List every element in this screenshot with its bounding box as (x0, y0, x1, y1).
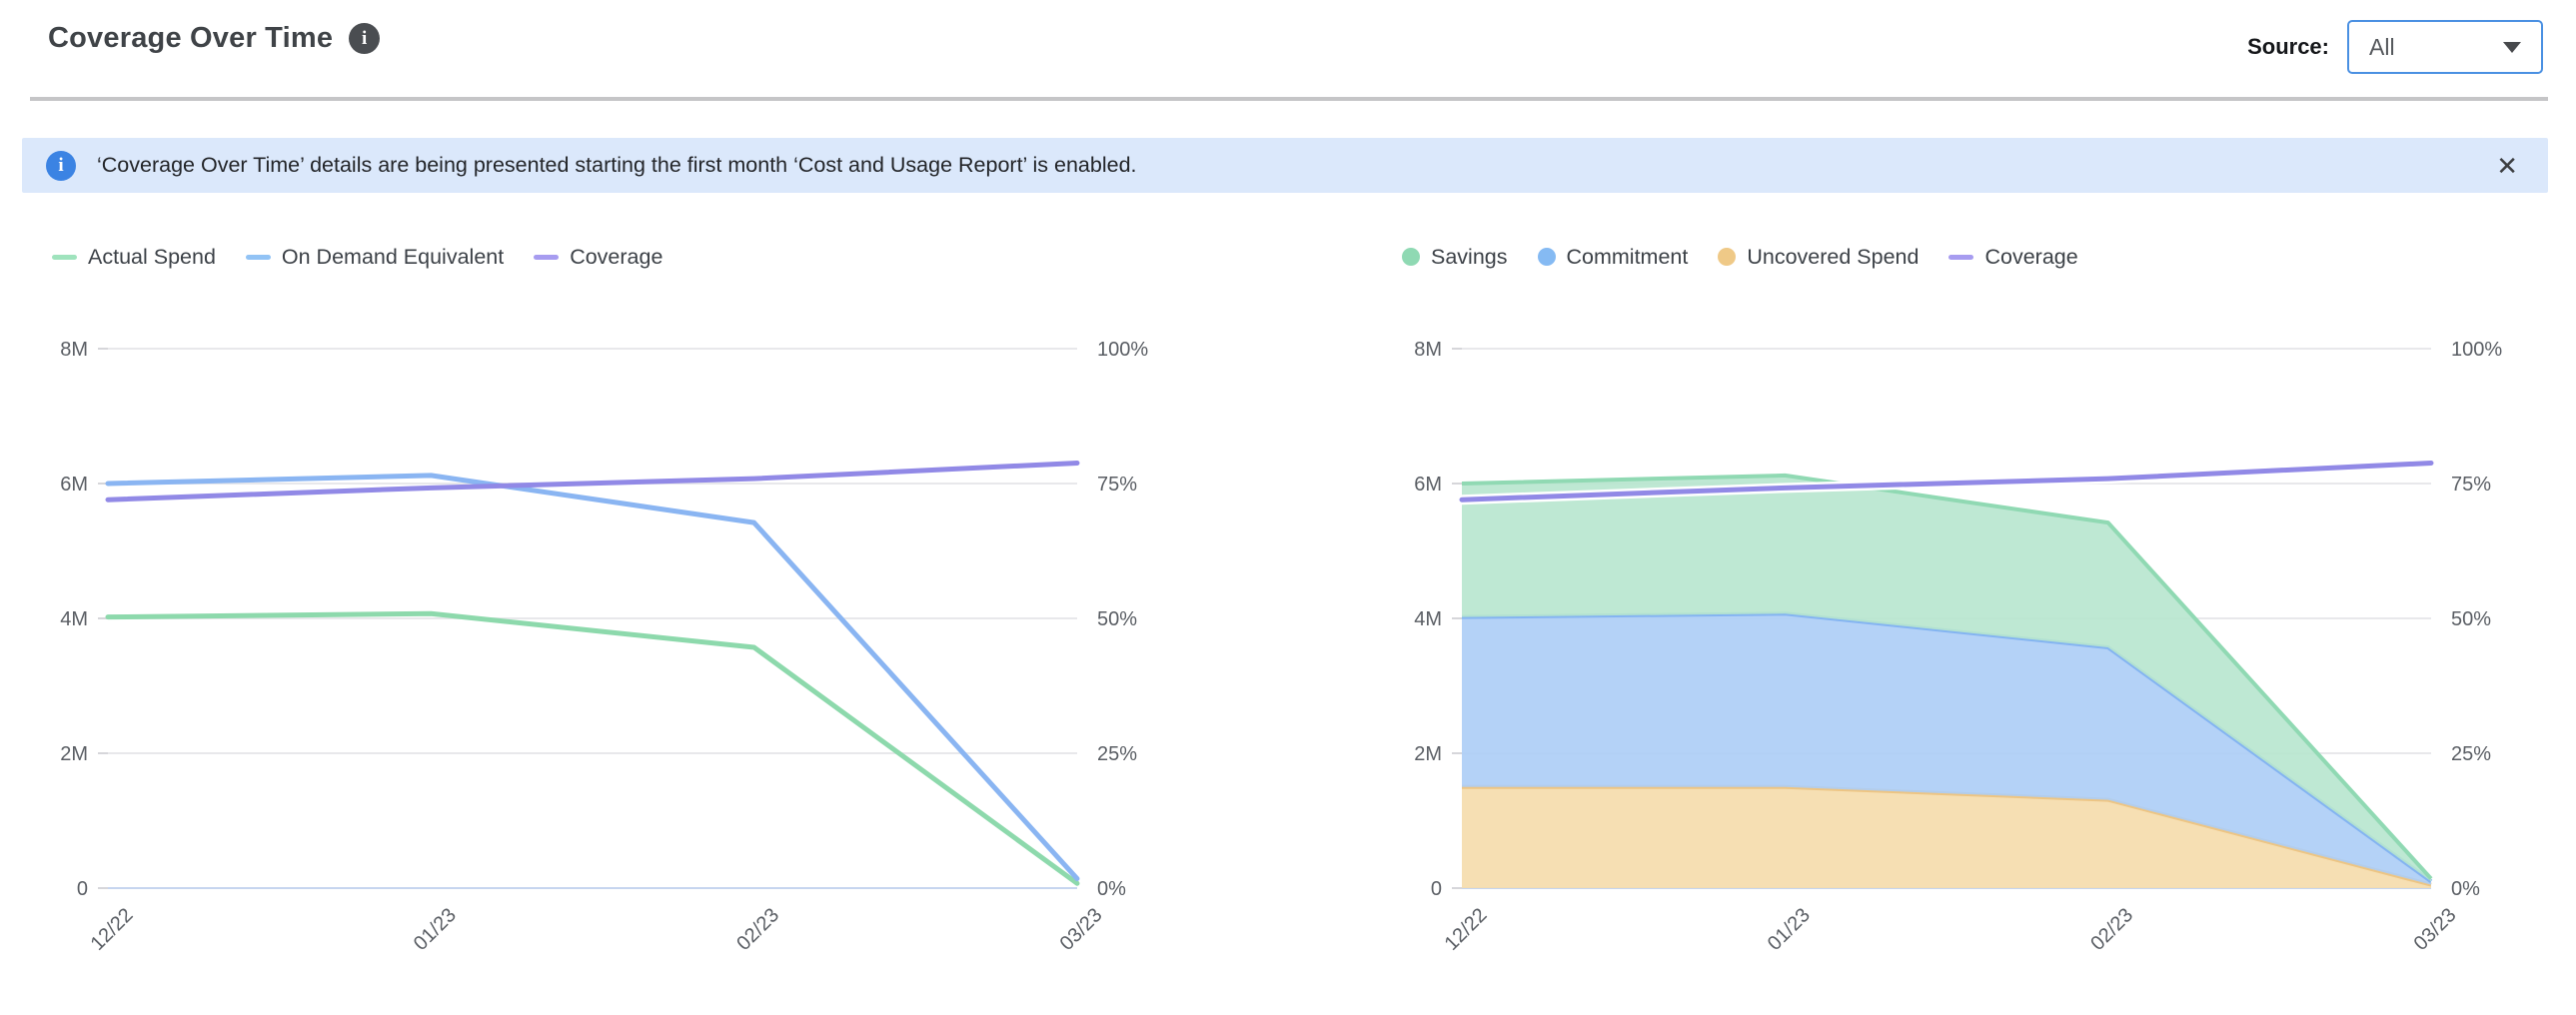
legend-item-uncovered-spend[interactable]: Uncovered Spend (1718, 245, 1919, 270)
y-axis-label-right: 50% (2451, 608, 2491, 630)
commitment-area-edge (1461, 611, 2433, 883)
header: Coverage Over Time i (48, 22, 381, 55)
spend-line-chart-panel: Actual Spend On Demand Equivalent Coverage… (40, 243, 1189, 998)
legend-item-savings[interactable]: Savings (1402, 245, 1508, 270)
page-title: Coverage Over Time (48, 22, 334, 54)
x-axis-label: 03/23 (2410, 904, 2461, 955)
x-axis-label: 12/22 (1441, 904, 1492, 955)
commitment-area (1462, 613, 2431, 885)
legend-label: Savings (1431, 244, 1508, 269)
uncovered-spend-area (1462, 786, 2431, 888)
x-axis-label: 02/23 (2086, 904, 2137, 955)
y-axis-label-left: 6M (60, 474, 88, 496)
y-axis-label-left: 6M (1414, 474, 1442, 496)
legend-item-coverage[interactable]: Coverage (1948, 244, 2078, 270)
y-axis-label-right: 25% (1097, 743, 1137, 765)
x-axis-label: 03/23 (1056, 904, 1107, 955)
savings-area-edge (1461, 473, 2433, 880)
coverage-legend-swatch (534, 254, 560, 260)
y-axis-label-left: 0 (77, 878, 88, 900)
y-axis-label-left: 2M (60, 743, 88, 765)
legend-item-coverage[interactable]: Coverage (534, 245, 662, 270)
source-select[interactable]: All (2347, 20, 2543, 74)
legend-label: Actual Spend (88, 244, 216, 269)
legend-label: Commitment (1566, 244, 1689, 269)
y-axis-label-left: 4M (1414, 608, 1442, 630)
savings-legend-swatch (1402, 248, 1420, 266)
coverage-area-chart-panel: Savings Commitment Uncovered Spend Coverage… (1394, 243, 2553, 998)
y-axis-label-right: 0% (1097, 878, 1126, 900)
coverage-legend-swatch (1948, 254, 1974, 260)
legend-label: Uncovered Spend (1747, 244, 1920, 269)
info-banner: i ‘Coverage Over Time’ details are being… (22, 138, 2548, 193)
x-axis-label: 01/23 (1764, 904, 1815, 955)
y-axis-label-right: 75% (1097, 474, 1137, 496)
spend-line-chart-canvas[interactable]: 8M 100% 6M 75% 4M 50% 2M 25% 0 0% 12/22 01/23 02/23 0… (40, 329, 1189, 998)
source-selected-value: All (2369, 33, 2395, 60)
y-axis-label-right: 50% (1097, 608, 1137, 630)
y-axis-label-right: 0% (2451, 878, 2480, 900)
y-axis-label-right: 25% (2451, 743, 2491, 765)
on-demand-equivalent-line (105, 473, 1080, 882)
commitment-legend-swatch (1537, 248, 1556, 266)
y-axis-label-left: 8M (60, 339, 88, 361)
close-icon[interactable]: ✕ (2496, 150, 2518, 181)
chevron-down-icon (2503, 41, 2521, 53)
y-axis-label-left: 8M (1414, 339, 1442, 361)
title-info-icon[interactable]: i (349, 23, 381, 54)
x-axis-label: 02/23 (732, 904, 783, 955)
source-control: Source: All (2247, 20, 2543, 74)
y-axis-label-left: 4M (60, 608, 88, 630)
actual-spend-line (105, 610, 1080, 886)
header-divider (30, 97, 2548, 101)
line-chart-legend: Actual Spend On Demand Equivalent Coverage (52, 243, 1189, 271)
y-axis-label-left: 2M (1414, 743, 1442, 765)
area-chart-legend: Savings Commitment Uncovered Spend Coverage (1402, 243, 2553, 271)
y-axis-label-right: 75% (2451, 474, 2491, 496)
y-axis-label-left: 0 (1431, 878, 1442, 900)
x-axis-label: 12/22 (87, 904, 138, 955)
coverage-line (105, 460, 1080, 503)
x-axis-label: 01/23 (410, 904, 461, 955)
coverage-line (1459, 460, 2434, 503)
legend-label: Coverage (570, 244, 663, 269)
actual-spend-legend-swatch (52, 254, 77, 260)
coverage-area-chart-canvas[interactable]: 8M 100% 6M 75% 4M 50% 2M 25% 0 0% 12/22 01/23 02/23 0… (1394, 329, 2553, 998)
legend-label: Coverage (1984, 244, 2078, 269)
legend-item-actual-spend[interactable]: Actual Spend (52, 245, 216, 270)
banner-info-icon: i (46, 150, 76, 181)
y-axis-label-right: 100% (2451, 339, 2502, 361)
y-axis-label-right: 100% (1097, 339, 1148, 361)
savings-area (1462, 475, 2431, 882)
source-label: Source: (2247, 34, 2329, 59)
on-demand-equivalent-legend-swatch (245, 254, 271, 260)
legend-item-on-demand-equivalent[interactable]: On Demand Equivalent (245, 244, 505, 270)
uncovered-spend-legend-swatch (1718, 248, 1737, 266)
legend-item-commitment[interactable]: Commitment (1537, 244, 1689, 270)
legend-label: On Demand Equivalent (281, 244, 505, 269)
banner-text: ‘Coverage Over Time’ details are being p… (97, 153, 1137, 177)
